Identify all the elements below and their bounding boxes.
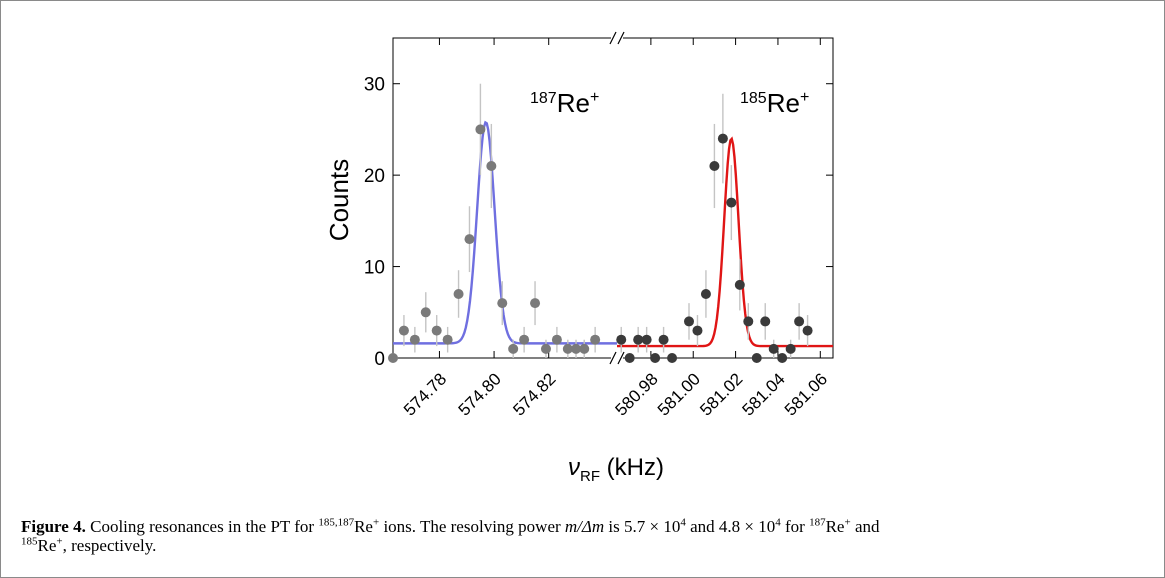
caption-text: for — [780, 517, 810, 536]
data-point — [777, 353, 788, 363]
y-tick-label: 10 — [364, 258, 385, 279]
data-point — [641, 334, 652, 345]
caption-sup: + — [844, 516, 851, 529]
data-point — [650, 353, 661, 363]
data-point — [475, 124, 486, 135]
caption-text: Re — [825, 517, 845, 536]
data-point — [431, 325, 442, 336]
caption-label: Figure 4. — [21, 517, 86, 536]
data-point — [388, 353, 398, 363]
data-point — [519, 334, 530, 345]
data-point — [616, 334, 627, 345]
data-point — [692, 325, 703, 336]
caption-text: and — [850, 517, 880, 536]
data-point — [486, 161, 497, 171]
caption-sup: 187 — [809, 516, 826, 529]
data-point — [709, 161, 720, 171]
isotope-label: 185Re+ — [740, 88, 809, 118]
caption-text: Re — [37, 536, 57, 555]
data-point — [624, 353, 635, 363]
data-point — [658, 334, 669, 345]
data-point — [726, 197, 737, 208]
caption-sup: 4 — [680, 516, 686, 529]
data-point — [464, 234, 475, 245]
caption-text: is 5.7 × 10 — [604, 517, 681, 536]
data-point — [571, 343, 582, 354]
axis-break-mark — [617, 351, 625, 365]
y-tick-label: 20 — [364, 166, 385, 187]
data-point — [562, 343, 573, 354]
data-point — [551, 334, 562, 345]
data-point — [530, 298, 541, 309]
data-point — [785, 343, 796, 354]
axis-break-gap — [611, 34, 623, 42]
x-axis-label: νRF (kHz) — [568, 454, 664, 485]
data-point — [760, 316, 771, 327]
caption-text: and 4.8 × 10 — [685, 517, 776, 536]
y-axis-label: Counts — [324, 159, 354, 241]
caption-sup: 185 — [21, 535, 38, 548]
caption-text: Cooling resonances in the PT for — [85, 517, 319, 536]
caption-sup: + — [372, 516, 380, 529]
data-point — [453, 289, 464, 299]
fit-curve — [393, 120, 617, 345]
caption-text: Re — [354, 517, 373, 536]
x-tick-label: 574.78 — [400, 369, 450, 419]
data-point — [633, 334, 644, 345]
data-point — [717, 133, 728, 144]
x-tick-label: 580.98 — [612, 369, 662, 419]
x-tick-label: 581.06 — [781, 369, 831, 419]
figure-caption: Figure 4. Cooling resonances in the PT f… — [21, 517, 1141, 555]
data-point — [590, 334, 601, 345]
x-tick-label: 581.00 — [654, 369, 704, 419]
caption-sup: 185,187 — [318, 516, 355, 529]
data-point — [667, 353, 678, 363]
data-point — [497, 298, 508, 309]
data-point — [442, 334, 453, 345]
data-point — [684, 316, 694, 327]
axis-break-mark — [617, 31, 625, 45]
caption-formula: m/Δm — [564, 517, 605, 536]
caption-text: , respectively. — [62, 536, 157, 555]
x-tick-label: 574.80 — [455, 369, 505, 419]
data-point — [734, 279, 745, 290]
data-point — [751, 353, 762, 363]
x-tick-label: 581.04 — [739, 369, 789, 419]
resonance-chart: 0 10 20 30 Counts νRF (kHz) 574.78 574.80 574.82… — [324, 31, 834, 485]
data-point — [743, 316, 754, 327]
axis-break-gap — [611, 354, 623, 362]
data-point — [794, 316, 805, 327]
x-tick-label: 574.82 — [509, 369, 559, 419]
axis-break-mark — [609, 31, 617, 45]
isotope-label: 187Re+ — [530, 88, 599, 118]
data-point — [508, 343, 519, 354]
data-point — [420, 307, 431, 318]
data-point — [802, 325, 813, 336]
fit-curve — [617, 136, 833, 348]
axis-break-mark — [609, 351, 617, 365]
data-point — [398, 325, 409, 336]
data-point — [768, 343, 779, 354]
y-tick-label: 30 — [364, 75, 385, 96]
data-point — [409, 334, 420, 345]
data-point — [700, 289, 711, 299]
x-tick-label: 581.02 — [696, 369, 746, 419]
caption-text: ions. The resolving power — [379, 517, 565, 536]
y-tick-label: 0 — [374, 349, 385, 370]
data-point — [540, 343, 551, 354]
caption-sup: 4 — [775, 516, 781, 529]
caption-sup: + — [56, 535, 63, 548]
data-point — [579, 343, 590, 354]
